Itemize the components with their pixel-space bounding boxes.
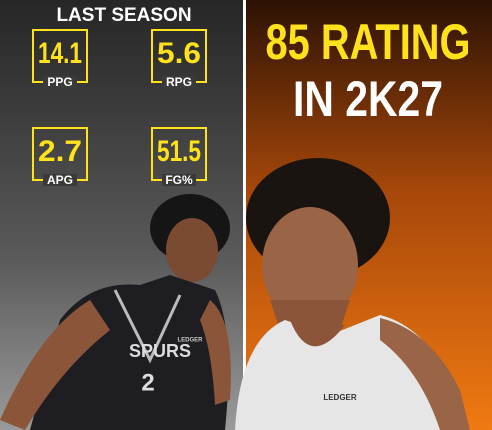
stat-label: PPG bbox=[47, 75, 72, 89]
stat-label: FG% bbox=[165, 173, 193, 187]
jersey-sponsor: LEDGER bbox=[323, 393, 357, 402]
stat-label-bg bbox=[162, 76, 196, 88]
stat-label: RPG bbox=[166, 75, 192, 89]
left-player: SPURS 2 LEDGER bbox=[0, 194, 231, 430]
headline-line: 85 RATING bbox=[266, 14, 471, 70]
stat-value: 14.1 bbox=[38, 37, 82, 70]
headline-line: IN 2K27 bbox=[293, 71, 443, 127]
stat-label-bg bbox=[162, 174, 196, 186]
stat-label-bg bbox=[43, 76, 77, 88]
left-title: LAST SEASON bbox=[56, 5, 191, 26]
stat-value: 2.7 bbox=[38, 135, 82, 168]
right-player: LEDGER bbox=[235, 158, 470, 430]
divider bbox=[243, 0, 246, 430]
stat-label-bg bbox=[43, 174, 77, 186]
jersey-number: 2 bbox=[141, 369, 154, 396]
jersey-sponsor: LEDGER bbox=[177, 338, 203, 344]
stat-label: APG bbox=[47, 173, 73, 187]
stat-value: 51.5 bbox=[157, 135, 201, 168]
jersey-team: SPURS bbox=[129, 341, 191, 361]
stats: 14.1 PPG 5.6 RPG 2.7 APG 51.5 FG% bbox=[32, 29, 207, 187]
stat-value: 5.6 bbox=[157, 37, 201, 70]
